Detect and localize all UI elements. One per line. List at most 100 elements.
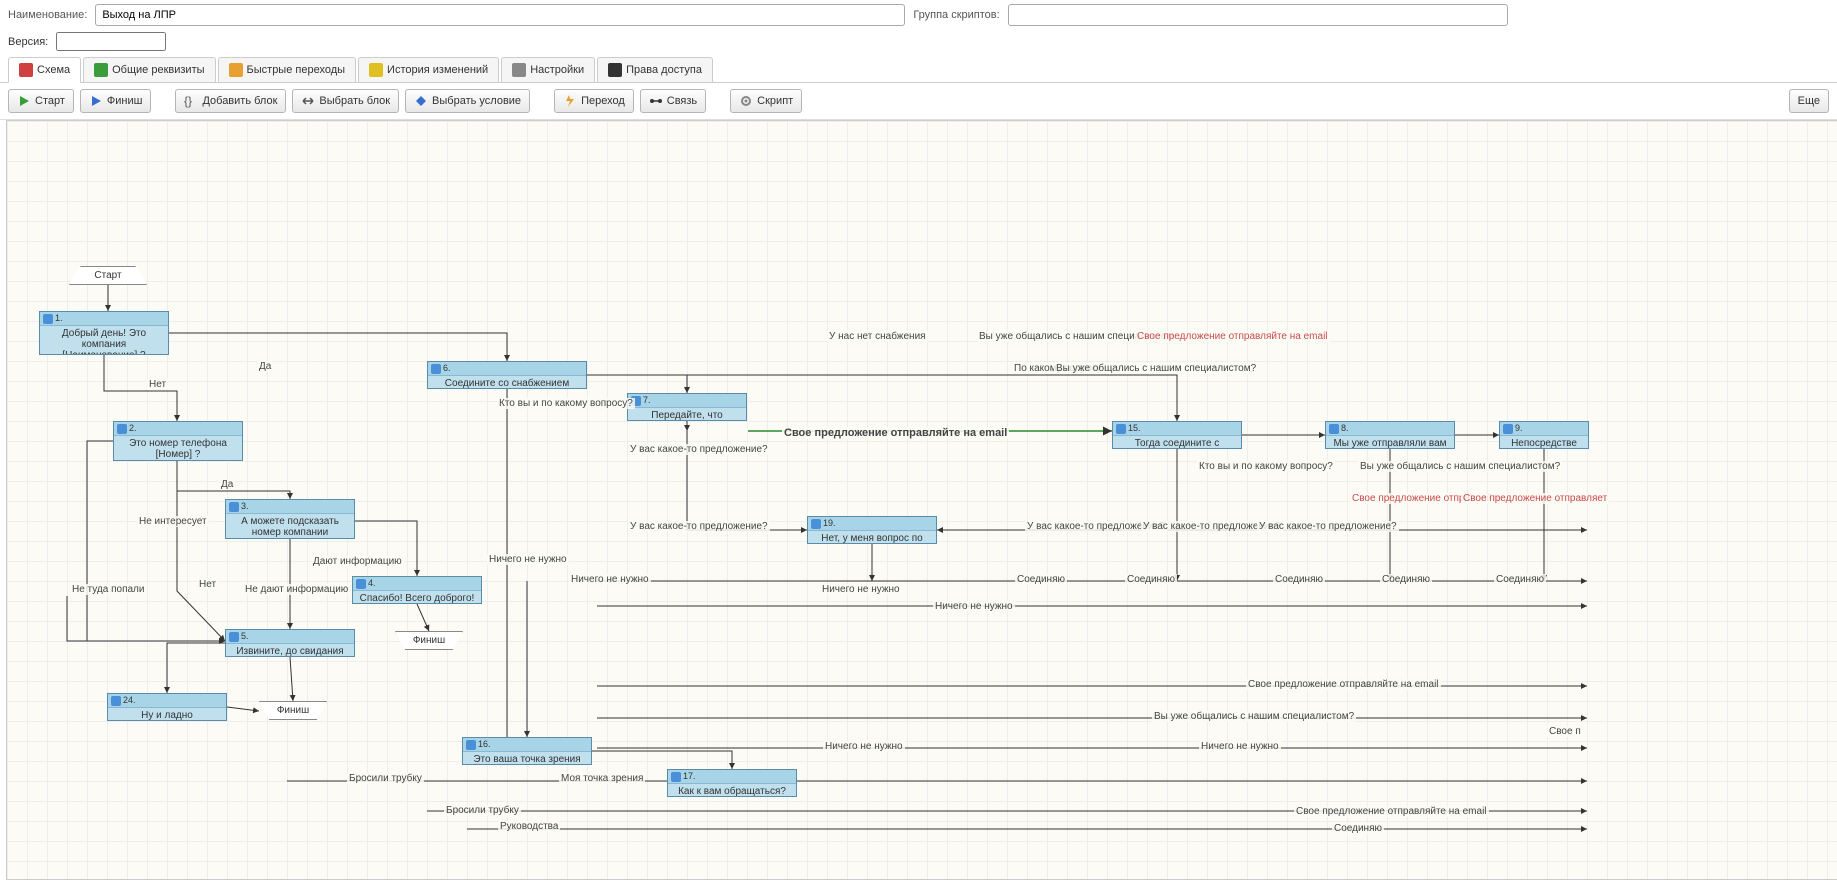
edge-label-9: У вас какое-то предложение?: [628, 444, 770, 455]
edge-label-32: Соединяю: [1494, 574, 1546, 585]
edge-label-21: Кто вы и по какому вопросу?: [1197, 461, 1335, 472]
node-8[interactable]: 8.Мы уже отправляли вам: [1325, 421, 1455, 449]
node-15[interactable]: 15.Тогда соедините с: [1112, 421, 1242, 449]
edge-label-10: У вас какое-то предложение?: [628, 521, 770, 532]
canvas-viewport[interactable]: Старт Финиш Финиш 1.Добрый день! Это компан…: [6, 120, 1837, 880]
node-body: Это ваша точка зрения: [463, 752, 591, 765]
more-label: Еще: [1798, 95, 1820, 107]
tab-label: Общие реквизиты: [112, 64, 204, 76]
node-9[interactable]: 9.Непосредстве: [1499, 421, 1589, 449]
node-body: Соедините со снабжением: [428, 376, 586, 389]
tab-1[interactable]: Общие реквизиты: [83, 57, 215, 82]
edge-label-37: Ничего не нужно: [1199, 741, 1281, 752]
node-header: 3.: [226, 500, 354, 514]
node-17[interactable]: 17.Как к вам обращаться?: [667, 769, 797, 797]
edge-label-24: Свое предложение отправляет: [1461, 493, 1609, 504]
toolbar-btn-0[interactable]: Старт: [8, 89, 74, 113]
btn-icon: {}: [184, 94, 198, 108]
edge-label-19: Вы уже общались с нашим специалистом?: [1054, 363, 1258, 374]
node-1[interactable]: 1.Добрый день! Это компания [Наименовани…: [39, 311, 169, 355]
node-3[interactable]: 3.А можете подсказать номер компании [На…: [225, 499, 355, 539]
toolbar-btn-4[interactable]: Выбрать блок: [292, 89, 399, 113]
node-6[interactable]: 6.Соедините со снабжением: [427, 361, 587, 389]
edge-label-28: Соединяю: [1015, 574, 1067, 585]
toolbar-btn-3[interactable]: {}Добавить блок: [175, 89, 286, 113]
btn-label: Старт: [35, 95, 65, 107]
btn-icon: [414, 94, 428, 108]
tab-icon: [229, 63, 243, 77]
btn-label: Скрипт: [757, 95, 793, 107]
btn-icon: [563, 94, 577, 108]
version-label: Версия:: [8, 36, 48, 48]
tab-0[interactable]: Схема: [8, 57, 81, 83]
toolbar-btn-8[interactable]: Связь: [640, 89, 706, 113]
tab-icon: [19, 63, 33, 77]
edge-label-31: Соединяю: [1380, 574, 1432, 585]
tab-3[interactable]: История изменений: [358, 57, 499, 82]
node-header: 2.: [114, 422, 242, 436]
node-19[interactable]: 19.Нет, у меня вопрос по: [807, 516, 937, 544]
node-24[interactable]: 24.Ну и ладно: [107, 693, 227, 721]
more-button[interactable]: Еще: [1789, 89, 1829, 113]
tab-2[interactable]: Быстрые переходы: [218, 57, 357, 82]
node-body: Передайте, что: [628, 408, 746, 421]
tab-4[interactable]: Настройки: [501, 57, 595, 82]
node-header: 9.: [1500, 422, 1588, 436]
finish-node-1[interactable]: Финиш: [259, 701, 327, 720]
node-header: 17.: [668, 770, 796, 784]
tab-icon: [369, 63, 383, 77]
node-body: Мы уже отправляли вам: [1326, 436, 1454, 449]
name-input[interactable]: [95, 4, 905, 26]
tab-label: Быстрые переходы: [247, 64, 346, 76]
toolbar-btn-1[interactable]: Финиш: [80, 89, 152, 113]
toolbar-btn-5[interactable]: Выбрать условие: [405, 89, 530, 113]
tab-label: Схема: [37, 64, 70, 76]
btn-label: Выбрать условие: [432, 95, 521, 107]
diagram-canvas[interactable]: Старт Финиш Финиш 1.Добрый день! Это компан…: [7, 121, 1837, 880]
btn-label: Выбрать блок: [319, 95, 390, 107]
node-16[interactable]: 16.Это ваша точка зрения: [462, 737, 592, 765]
edge-label-2: Да: [219, 479, 235, 490]
btn-label: Финиш: [107, 95, 143, 107]
node-header: 6.: [428, 362, 586, 376]
node-body: Ну и ладно: [108, 708, 226, 721]
edge-label-34: Вы уже общались с нашим специалистом?: [1152, 711, 1356, 722]
edge-label-35: Свое п: [1547, 726, 1583, 737]
toolbar-btn-10[interactable]: Скрипт: [730, 89, 802, 113]
node-header: 5.: [226, 630, 354, 644]
node-body: Это номер телефона [Номер] ?: [114, 436, 242, 461]
node-7[interactable]: 7.Передайте, что: [627, 393, 747, 421]
edge-label-41: Руководства: [498, 821, 560, 832]
edge-label-1: Нет: [147, 379, 168, 390]
edge-label-15: У нас нет снабжения: [827, 331, 928, 342]
node-4[interactable]: 4.Спасибо! Всего доброго!: [352, 576, 482, 604]
btn-icon: [89, 94, 103, 108]
edge-label-6: Не дают информацию: [243, 584, 350, 595]
edge-label-17: Свое предложение отправляйте на email: [1135, 331, 1330, 342]
node-2[interactable]: 2.Это номер телефона [Номер] ?: [113, 421, 243, 461]
edge-label-5: Не туда попали: [70, 584, 146, 595]
node-header: 16.: [463, 738, 591, 752]
version-input[interactable]: [56, 32, 166, 51]
edge-label-8: Кто вы и по какому вопросу?: [497, 398, 635, 409]
start-node[interactable]: Старт: [69, 266, 147, 285]
edge-label-43: Соединяю: [1332, 823, 1384, 834]
edge-label-38: Бросили трубку: [347, 773, 424, 784]
edge-label-27: У вас какое-то предложение?: [1257, 521, 1399, 532]
edge-label-22: Вы уже общались с нашим специалистом?: [1358, 461, 1562, 472]
edge-label-42: Свое предложение отправляйте на email: [1294, 806, 1489, 817]
finish-node-0[interactable]: Финиш: [395, 631, 463, 650]
tab-5[interactable]: Права доступа: [597, 57, 713, 82]
btn-label: Связь: [667, 95, 697, 107]
tab-label: Права доступа: [626, 64, 702, 76]
node-5[interactable]: 5.Извините, до свидания: [225, 629, 355, 657]
edge-label-7: Дают информацию: [311, 556, 404, 567]
edge-label-20: Свое предложение отправляйте на email: [782, 427, 1009, 439]
node-body: Извините, до свидания: [226, 644, 354, 657]
edge-label-36: Ничего не нужно: [823, 741, 905, 752]
group-input[interactable]: [1008, 4, 1508, 26]
edge-label-11: Ничего не нужно: [487, 554, 569, 565]
tab-label: Настройки: [530, 64, 584, 76]
toolbar-btn-7[interactable]: Переход: [554, 89, 634, 113]
node-body: Спасибо! Всего доброго!: [353, 591, 481, 604]
